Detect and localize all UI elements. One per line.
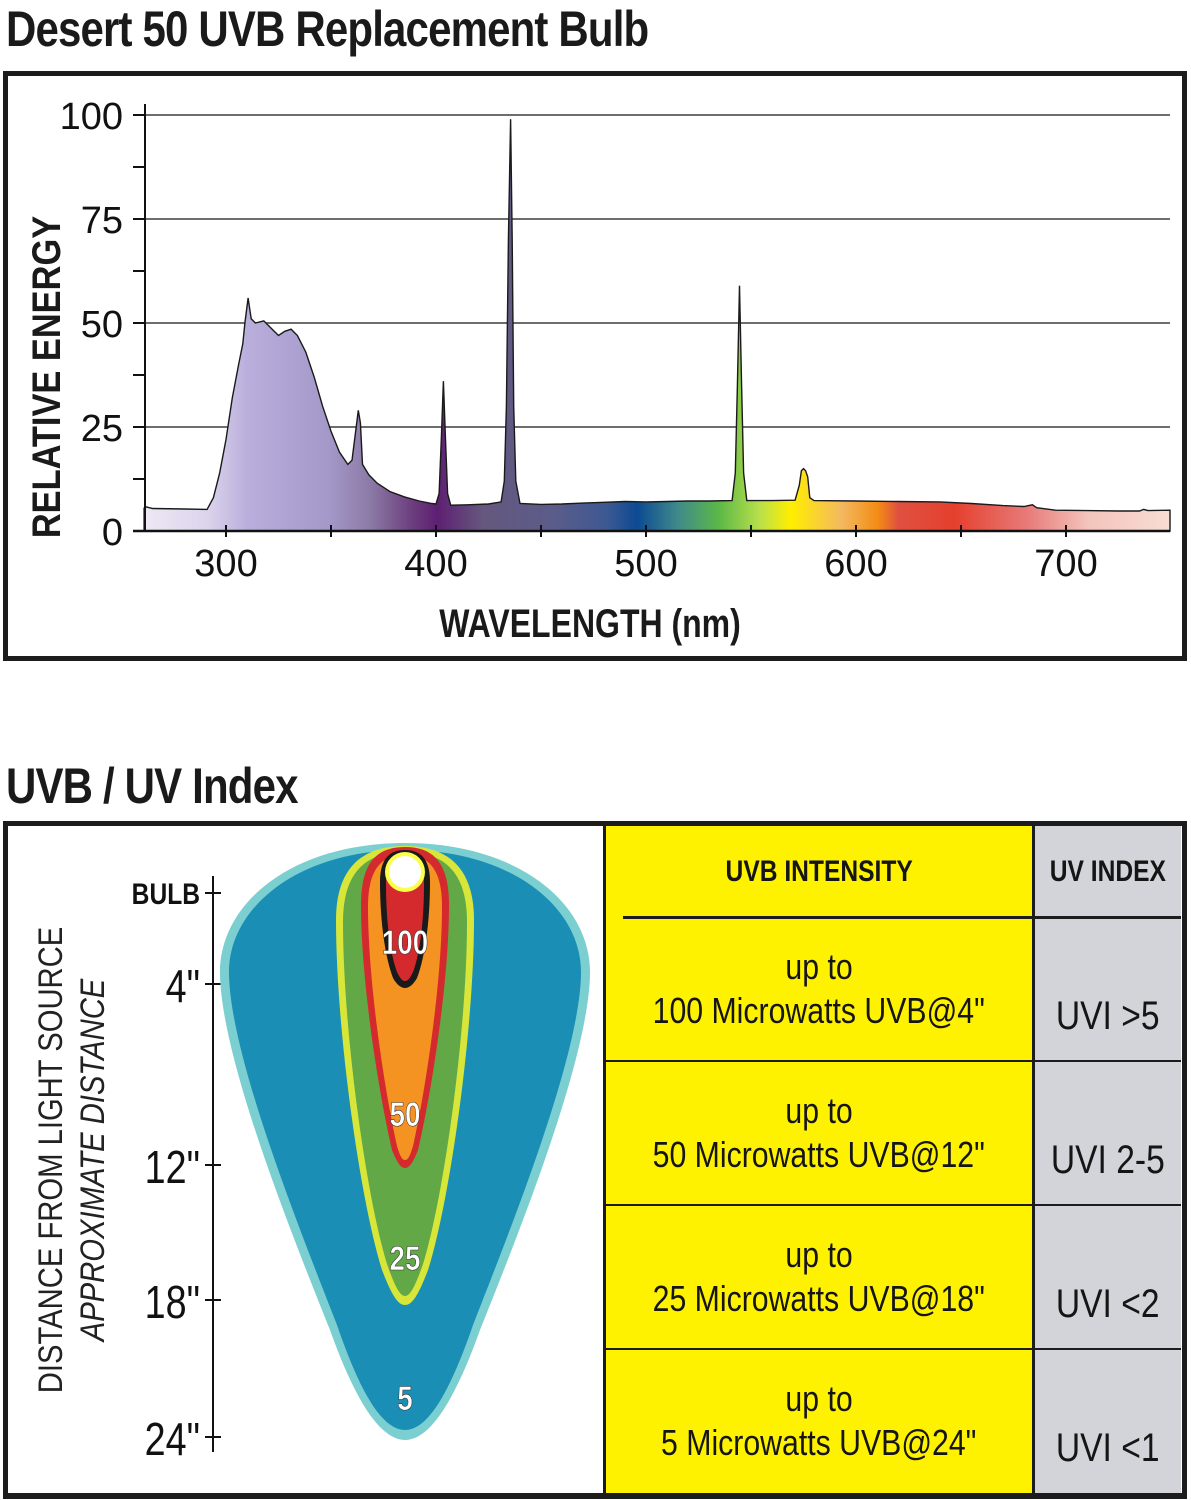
spectral-energy-chart: 0 25 50 75 100 300 400 500 600 700 RELATIVE ENER… bbox=[24, 96, 1171, 646]
x-tick-label-600: 600 bbox=[824, 543, 887, 585]
intensity-column: UVB INTENSITY up to 100 Microwatts UVB@4" u… bbox=[603, 826, 1032, 1493]
y-tick-label-75: 75 bbox=[81, 200, 123, 242]
x-axis-title: WAVELENGTH (nm) bbox=[439, 601, 741, 646]
table-row-intensity: up to 50 Microwatts UVB@12" bbox=[606, 1061, 1032, 1205]
gridlines bbox=[145, 114, 1170, 428]
row-divider bbox=[606, 1204, 1181, 1206]
row-divider bbox=[606, 1348, 1181, 1350]
distance-label-12: 12" bbox=[145, 1141, 200, 1192]
table-row-uvi: UVI 2-5 bbox=[1035, 1061, 1181, 1205]
uvi-value: UVI >5 bbox=[1056, 994, 1160, 1038]
table-row-intensity: up to 100 Microwatts UVB@4" bbox=[606, 917, 1032, 1061]
intensity-line-1: up to bbox=[785, 1378, 853, 1419]
bulb-core bbox=[389, 856, 421, 888]
zone-labels: 100 50 25 5 bbox=[381, 923, 429, 1418]
distance-axis-title: DISTANCE FROM LIGHT SOURCE bbox=[31, 927, 70, 1393]
row-divider bbox=[623, 916, 1181, 919]
intensity-line-1: up to bbox=[785, 1234, 853, 1275]
zone-label-5: 5 bbox=[397, 1379, 413, 1417]
intensity-line-2: 5 Microwatts UVB@24" bbox=[661, 1422, 977, 1463]
x-tick-label-300: 300 bbox=[194, 543, 257, 585]
intensity-line-1: up to bbox=[785, 1090, 853, 1131]
distance-label-24: 24" bbox=[145, 1413, 200, 1464]
distance-label-4: 4" bbox=[166, 960, 200, 1011]
table-row-intensity: up to 25 Microwatts UVB@18" bbox=[606, 1205, 1032, 1349]
intensity-line-1: up to bbox=[785, 946, 853, 987]
axes bbox=[133, 104, 1170, 537]
y-tick-label-0: 0 bbox=[102, 512, 123, 554]
y-tick-label-50: 50 bbox=[81, 304, 123, 346]
uv-intensity-table: UVB INTENSITY up to 100 Microwatts UVB@4" u… bbox=[603, 826, 1181, 1493]
zone-label-50: 50 bbox=[389, 1095, 420, 1133]
header-label: UVB INTENSITY bbox=[725, 854, 913, 888]
table-row-uvi: UVI >5 bbox=[1035, 917, 1181, 1061]
uvi-value: UVI <2 bbox=[1056, 1282, 1160, 1326]
uv-index-column: UV INDEX UVI >5 UVI 2-5 UVI <2 UVI <1 bbox=[1032, 826, 1181, 1493]
y-tick-labels: 0 25 50 75 100 bbox=[60, 96, 123, 554]
uvi-value: UVI 2-5 bbox=[1051, 1138, 1165, 1182]
x-tick-label-500: 500 bbox=[614, 543, 677, 585]
y-tick-label-25: 25 bbox=[81, 408, 123, 450]
row-divider bbox=[606, 1060, 1181, 1062]
distance-label-18: 18" bbox=[145, 1276, 200, 1327]
table-row-intensity: up to 5 Microwatts UVB@24" bbox=[606, 1349, 1032, 1493]
table-row-uvi: UVI <2 bbox=[1035, 1205, 1181, 1349]
x-tick-label-400: 400 bbox=[404, 543, 467, 585]
y-axis-title: RELATIVE ENERGY bbox=[24, 216, 69, 538]
zone-label-25: 25 bbox=[389, 1239, 420, 1277]
uv-index-title: UVB / UV Index bbox=[6, 758, 298, 814]
zone-label-100: 100 bbox=[382, 923, 429, 961]
spectrum-area bbox=[143, 119, 1171, 532]
x-tick-label-700: 700 bbox=[1034, 543, 1097, 585]
distance-ticks: BULB 4" 12" 18" 24" bbox=[132, 877, 221, 1465]
header-label: UV INDEX bbox=[1049, 854, 1167, 888]
intensity-line-2: 25 Microwatts UVB@18" bbox=[652, 1278, 986, 1319]
spectrum-title: Desert 50 UVB Replacement Bulb bbox=[6, 1, 649, 57]
header-uv-index: UV INDEX bbox=[1035, 826, 1181, 917]
uvi-value: UVI <1 bbox=[1056, 1426, 1160, 1470]
y-tick-label-100: 100 bbox=[60, 96, 123, 138]
header-uvb-intensity: UVB INTENSITY bbox=[606, 826, 1032, 917]
spectrum-chart-frame bbox=[3, 71, 1187, 661]
x-tick-labels: 300 400 500 600 700 bbox=[194, 543, 1097, 585]
intensity-line-2: 50 Microwatts UVB@12" bbox=[652, 1134, 986, 1175]
distance-axis-subtitle: APPROXIMATE DISTANCE bbox=[73, 978, 112, 1343]
intensity-line-2: 100 Microwatts UVB@4" bbox=[652, 990, 986, 1031]
table-row-uvi: UVI <1 bbox=[1035, 1349, 1181, 1493]
bulb-label: BULB bbox=[132, 877, 200, 911]
